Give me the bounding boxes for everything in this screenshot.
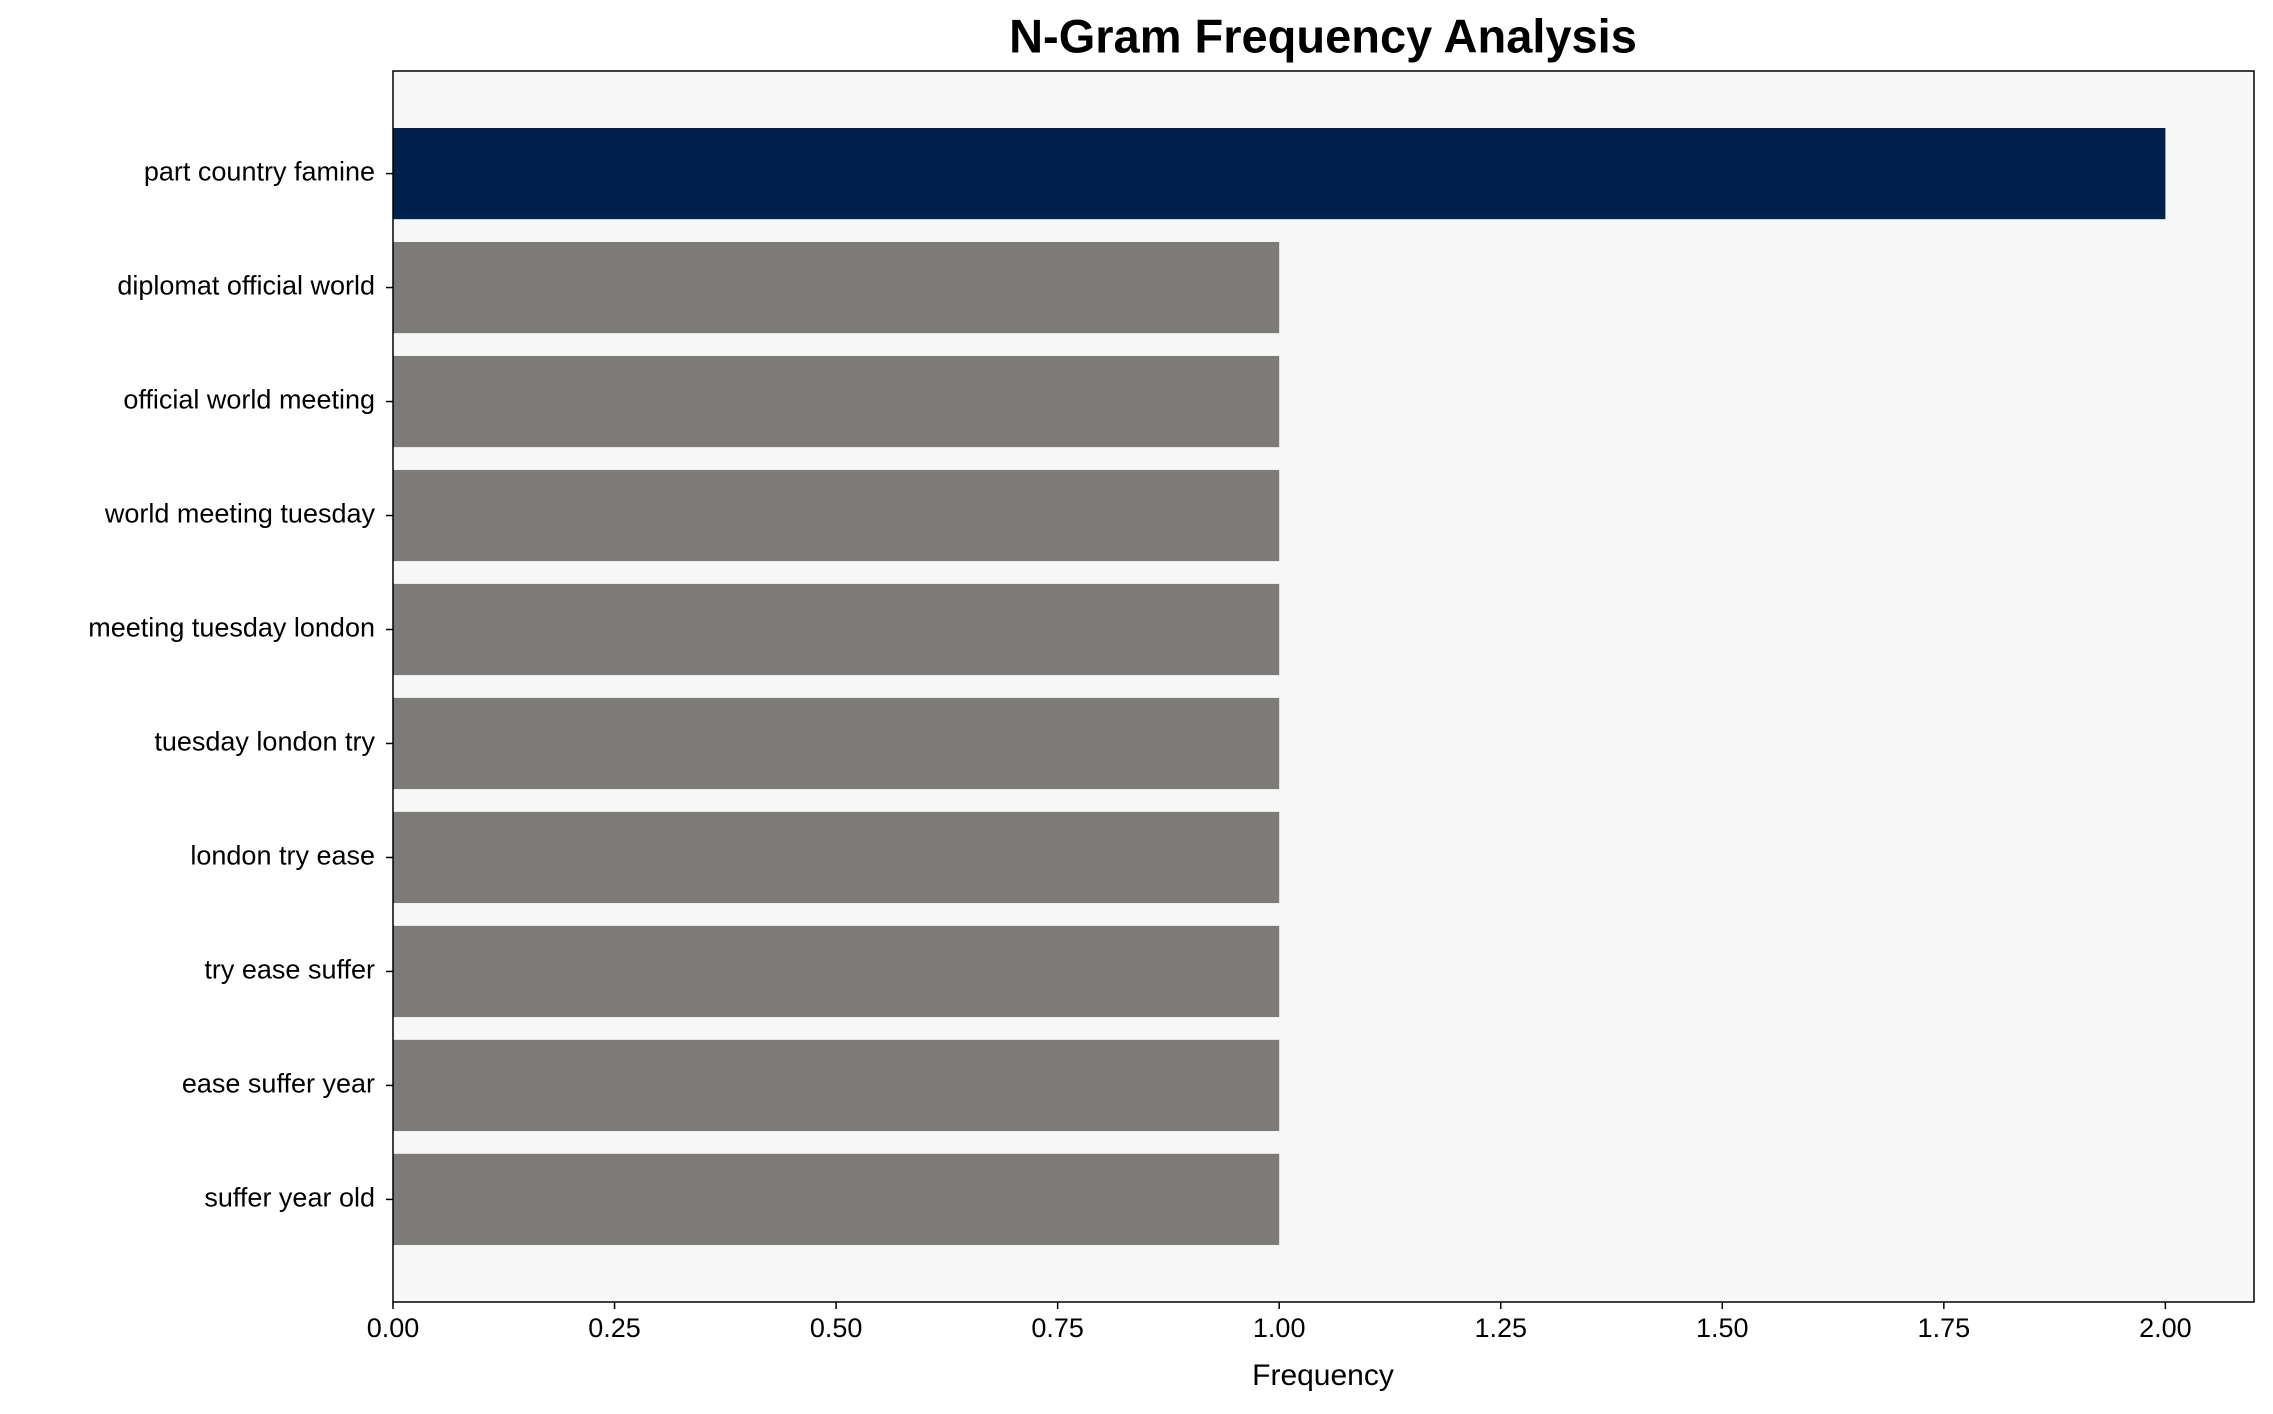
x-tick-label: 2.00 [2139,1313,2192,1343]
x-tick-label: 0.75 [1031,1313,1084,1343]
y-tick-label: tuesday london try [154,727,375,757]
bar [393,1039,1280,1132]
x-tick-label: 0.25 [588,1313,641,1343]
bar [393,811,1280,904]
chart-title: N-Gram Frequency Analysis [1009,9,1637,62]
y-tick-label: part country famine [144,157,375,187]
y-tick-label: london try ease [190,841,375,871]
y-tick-label: ease suffer year [182,1069,375,1099]
bar [393,355,1280,448]
bar [393,241,1280,334]
bar [393,1153,1280,1246]
y-tick-label: meeting tuesday london [88,613,375,643]
x-tick-label: 0.00 [367,1313,420,1343]
x-tick-label: 1.50 [1696,1313,1749,1343]
bar [393,925,1280,1018]
x-tick-label: 0.50 [810,1313,863,1343]
bar [393,697,1280,790]
x-tick-label: 1.00 [1253,1313,1306,1343]
y-tick-label: diplomat official world [117,271,375,301]
bar [393,583,1280,676]
x-axis-label: Frequency [1252,1359,1394,1392]
y-tick-label: world meeting tuesday [104,499,376,529]
plot-frame [392,70,2255,1303]
x-tick-label: 1.75 [1918,1313,1971,1343]
x-tick-label: 1.25 [1474,1313,1527,1343]
y-tick-label: official world meeting [123,385,375,415]
bar [393,127,2166,220]
bar [393,469,1280,562]
y-tick-label: suffer year old [204,1183,375,1213]
y-tick-label: try ease suffer [204,955,375,985]
